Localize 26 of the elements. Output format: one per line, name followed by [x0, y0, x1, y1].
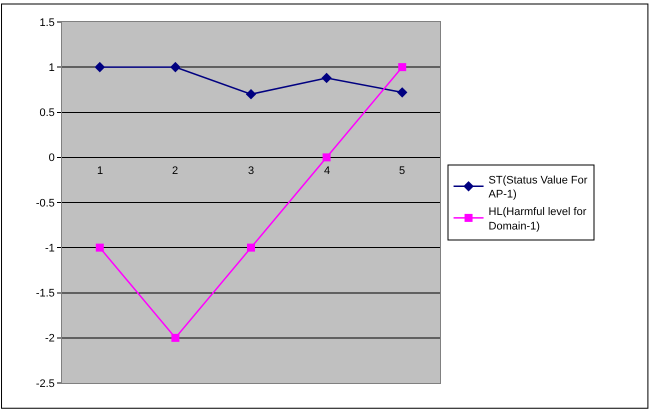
x-tick-label: 2	[172, 165, 178, 177]
x-tick-label: 1	[97, 165, 104, 177]
y-tick-label: -2.5	[36, 378, 55, 390]
x-tick-label: 4	[324, 165, 330, 177]
point	[94, 62, 105, 72]
y-tick-label: 1.5	[40, 16, 55, 29]
y-tick-label: -0.5	[36, 197, 55, 210]
point	[321, 72, 332, 84]
y-tick-label: -1.5	[36, 288, 55, 300]
y-tick-label: 0.5	[40, 107, 55, 120]
y-tick-label: 0	[48, 152, 55, 164]
point	[246, 89, 256, 100]
y-tick-label: -1	[45, 242, 55, 254]
point	[322, 153, 331, 162]
y-tick-label: -2	[45, 332, 55, 345]
legend-label: HL(Harmful level for Domain-1)	[488, 206, 587, 232]
x-tick-label: 5	[399, 165, 406, 177]
point	[96, 244, 104, 252]
point	[170, 62, 181, 72]
point	[171, 334, 180, 342]
y-tick-label: 1	[48, 62, 55, 74]
point	[397, 87, 408, 98]
point	[247, 244, 255, 252]
point	[398, 63, 406, 72]
x-tick-label: 3	[248, 165, 254, 177]
legend-label: ST(Status Value For AP-1)	[488, 174, 588, 201]
